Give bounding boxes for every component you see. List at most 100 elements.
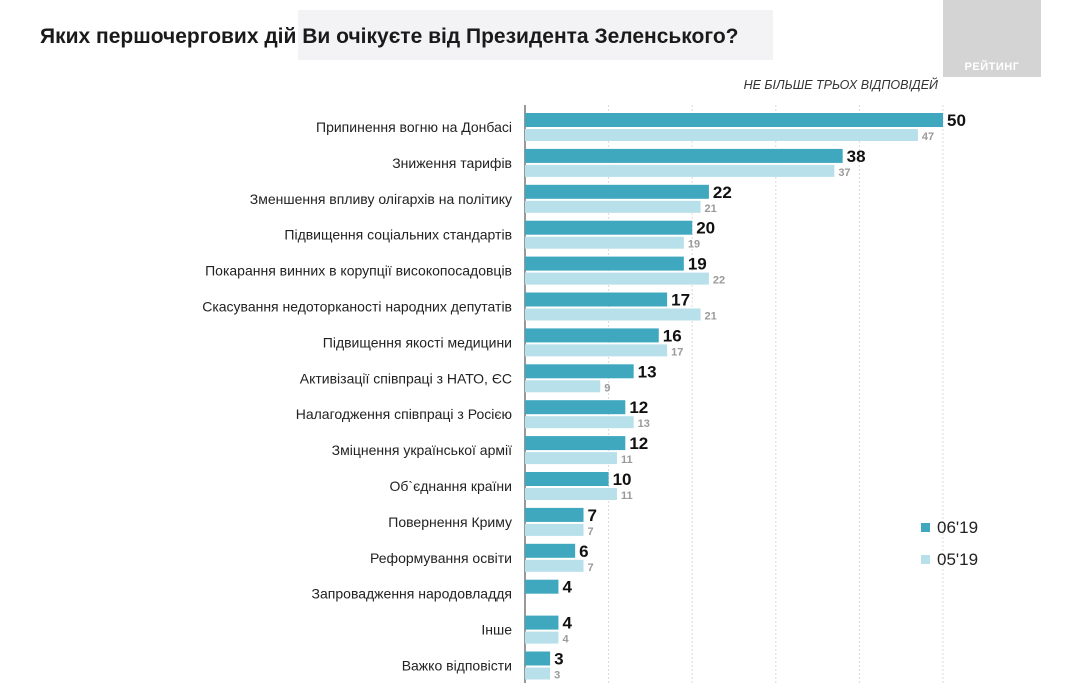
value-label-current: 3 — [554, 650, 563, 669]
category-row: Зменшення впливу олігархів на політику 22… — [250, 183, 732, 215]
category-row: Покарання винних в корупції високопосадо… — [205, 255, 725, 287]
bar-previous — [525, 272, 709, 285]
value-label-current: 22 — [713, 183, 732, 202]
value-label-previous: 3 — [554, 670, 560, 682]
value-label-previous: 11 — [621, 490, 633, 502]
legend-label: 05'19 — [937, 550, 978, 569]
value-label-current: 13 — [638, 362, 657, 381]
bar-current — [525, 436, 626, 451]
value-label-current: 16 — [663, 326, 682, 345]
category-row: Інше 44 — [481, 614, 572, 646]
category-label: Активізації співпраці з НАТО, ЄС — [300, 370, 512, 386]
bar-previous — [525, 380, 601, 393]
bar-current — [525, 113, 943, 127]
bar-current — [525, 364, 634, 379]
bar-previous — [525, 236, 684, 249]
bar-previous — [525, 308, 701, 321]
value-label-current: 20 — [696, 219, 715, 238]
bar-previous — [525, 344, 668, 357]
bar-previous — [525, 129, 918, 141]
chart-title: Яких першочергових дій Ви очікуєте від П… — [40, 25, 738, 48]
category-row: Активізації співпраці з НАТО, ЄС 13 9 — [300, 362, 657, 394]
category-label: Налагодження співпраці з Росією — [296, 406, 512, 422]
bars-layer: Припинення вогню на Донбасі 5047Зниження … — [202, 111, 966, 682]
category-label: Зменшення впливу олігархів на політику — [250, 191, 512, 207]
value-label-previous: 4 — [562, 634, 569, 646]
value-label-previous: 37 — [838, 167, 850, 179]
bar-previous — [525, 631, 559, 644]
bar-current — [525, 507, 584, 522]
value-label-previous: 13 — [638, 418, 650, 430]
bar-current — [525, 400, 626, 415]
value-label-previous: 7 — [588, 526, 594, 538]
value-label-current: 17 — [671, 291, 690, 310]
bar-previous — [525, 488, 617, 500]
value-label-current: 4 — [562, 578, 572, 597]
value-label-current: 50 — [947, 111, 966, 130]
category-row: Припинення вогню на Донбасі 50 47 — [316, 111, 966, 143]
logo-text: РЕЙТИНГ — [965, 60, 1020, 73]
value-label-current: 6 — [579, 542, 588, 561]
legend: 06'19 05'19 — [921, 518, 978, 569]
bar-current — [525, 615, 559, 630]
value-label-current: 12 — [629, 398, 648, 417]
category-label: Реформування освіти — [370, 550, 512, 566]
logo-box — [943, 0, 1041, 77]
category-label: Повернення Криму — [388, 514, 512, 530]
value-label-previous: 19 — [688, 239, 700, 251]
bar-current — [525, 472, 609, 486]
bar-previous — [525, 416, 634, 429]
bar-current — [525, 579, 559, 594]
category-label: Скасування недоторканості народних депут… — [202, 299, 512, 315]
category-label: Запровадження народовладдя — [312, 586, 512, 602]
bar-previous — [525, 452, 617, 465]
value-label-previous: 21 — [705, 203, 717, 215]
category-label: Зниження тарифів — [392, 155, 512, 171]
value-label-current: 38 — [847, 147, 866, 166]
legend-swatch — [921, 555, 930, 564]
category-row: Повернення Криму 77 — [388, 506, 597, 538]
value-label-previous: 9 — [604, 382, 610, 394]
value-label-previous: 7 — [588, 562, 594, 574]
value-label-previous: 21 — [705, 311, 717, 323]
bar-current — [525, 184, 709, 199]
value-label-current: 7 — [588, 506, 597, 525]
bar-current — [525, 148, 843, 163]
category-label: Покарання винних в корупції високопосадо… — [205, 263, 512, 279]
bar-current — [525, 328, 659, 343]
bar-current — [525, 256, 684, 271]
category-row: Запровадження народовладдя 4 — [312, 578, 573, 602]
value-label-previous: 47 — [922, 131, 934, 143]
bar-current — [525, 543, 576, 558]
value-label-current: 19 — [688, 255, 707, 274]
value-label-current: 10 — [613, 470, 632, 489]
category-row: Реформування освіти 67 — [370, 542, 594, 574]
bar-current — [525, 651, 551, 666]
chart-subtitle: НЕ БІЛЬШЕ ТРЬОХ ВІДПОВІДЕЙ — [744, 76, 938, 92]
legend-label: 06'19 — [937, 518, 978, 537]
category-label: Підвищення соціальних стандартів — [284, 227, 512, 243]
category-label: Важко відповісти — [402, 658, 512, 674]
bar-previous — [525, 559, 584, 572]
bar-current — [525, 220, 693, 235]
bar-previous — [525, 523, 584, 536]
bar-current — [525, 292, 668, 307]
legend-swatch — [921, 523, 930, 532]
value-label-current: 12 — [629, 434, 648, 453]
value-label-previous: 11 — [621, 454, 633, 466]
value-label-previous: 17 — [671, 346, 683, 358]
category-label: Підвищення якості медицини — [323, 334, 512, 350]
value-label-current: 4 — [562, 614, 572, 633]
category-label: Припинення вогню на Донбасі — [316, 119, 512, 135]
category-label: Об`єднання країни — [390, 478, 512, 494]
category-label: Інше — [481, 622, 512, 638]
category-row: Важко відповісти 33 — [402, 650, 564, 682]
